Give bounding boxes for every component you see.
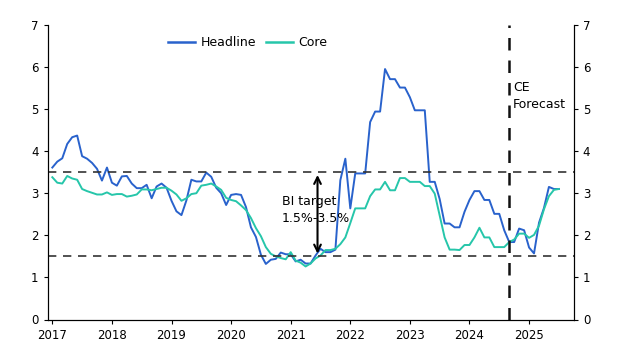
Headline bbox=[381, 67, 389, 71]
Headline bbox=[347, 206, 354, 211]
Core bbox=[302, 264, 309, 269]
Text: CE
Forecast: CE Forecast bbox=[513, 81, 566, 111]
Core bbox=[49, 175, 56, 179]
Headline bbox=[555, 187, 563, 191]
Text: BI target
1.5%-3.5%: BI target 1.5%-3.5% bbox=[281, 195, 350, 225]
Line: Core: Core bbox=[53, 176, 559, 267]
Legend: Headline, Core: Headline, Core bbox=[163, 31, 332, 54]
Core bbox=[351, 206, 359, 211]
Core bbox=[530, 233, 538, 237]
Core bbox=[555, 187, 563, 191]
Headline bbox=[505, 240, 513, 244]
Line: Headline: Headline bbox=[53, 69, 559, 264]
Core bbox=[521, 231, 528, 236]
Headline bbox=[515, 226, 523, 231]
Core bbox=[193, 191, 200, 195]
Headline bbox=[262, 262, 269, 266]
Headline bbox=[49, 165, 56, 170]
Core bbox=[515, 231, 523, 236]
Core bbox=[63, 174, 71, 178]
Headline bbox=[530, 251, 538, 256]
Headline bbox=[521, 228, 528, 233]
Headline bbox=[188, 178, 195, 182]
Core bbox=[505, 240, 513, 244]
